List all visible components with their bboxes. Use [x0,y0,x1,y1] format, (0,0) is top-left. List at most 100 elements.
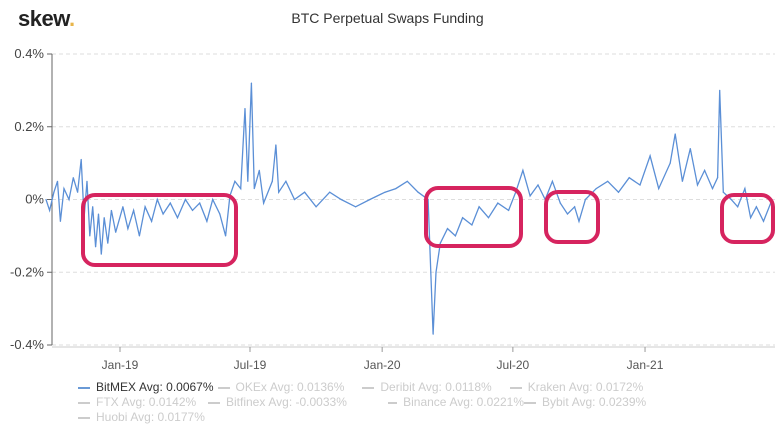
data-point [100,253,102,255]
data-point [92,206,94,208]
legend-item-bitmex[interactable]: BitMEX Avg: 0.0067% [78,380,214,395]
legend-name: FTX [96,395,119,409]
data-point [522,169,524,171]
data-point [162,213,164,215]
data-point [595,187,597,190]
data-point [206,220,208,222]
data-point [574,206,576,208]
data-point [722,191,724,193]
y-tick-label: 0.2% [14,119,44,134]
data-point [649,155,651,157]
data-point [138,235,140,237]
data-point [45,198,47,201]
funding-chart: 0.4% 0.2% 0% -0.2% -0.4% Jan-19 Jul-19 Jan-20 Ju… [10,46,775,372]
data-point [184,198,186,201]
x-tick-label: Jan-20 [364,358,401,372]
data-point [406,180,408,182]
data-point [369,198,371,201]
data-point [744,187,746,190]
data-point [212,198,214,201]
x-tick-label: Jan-19 [102,358,139,372]
legend-avg: Avg: 0.0221% [449,395,524,409]
data-point [674,133,676,135]
data-point [551,180,553,182]
highlight-box [424,186,523,248]
highlight-box [544,190,600,244]
data-point [122,206,124,208]
legend-swatch [78,386,90,389]
legend: BitMEX Avg: 0.0067% OKEx Avg: 0.0136% Deri… [78,380,646,425]
data-point [716,177,719,179]
data-point [737,206,739,208]
x-tick-label: Jul-20 [497,358,530,372]
legend-swatch [362,386,375,389]
data-point [151,220,153,222]
data-point [607,180,609,182]
data-point [497,202,499,204]
data-point [176,217,179,219]
data-point [730,198,732,201]
legend-swatch [509,386,522,389]
data-point [584,198,587,201]
data-point [315,206,317,208]
legend-item-bitfinex[interactable]: Bitfinex Avg: -0.0033% [208,395,388,410]
legend-avg: Avg: 0.0177% [130,410,205,424]
chart-title: BTC Perpetual Swaps Funding [291,10,484,26]
data-point [278,191,280,193]
data-point [199,202,201,204]
data-point [384,191,386,193]
legend-name: BitMEX [96,380,137,394]
data-point [461,217,464,219]
data-point [439,242,441,244]
data-point [303,191,306,193]
legend-item-okex[interactable]: OKEx Avg: 0.0136% [217,380,345,395]
data-point [478,206,480,208]
data-point [669,162,671,164]
x-tick-label: Jan-21 [627,358,664,372]
legend-name: Bitfinex [226,395,266,409]
legend-swatch [524,401,536,404]
data-point [537,184,539,186]
data-point [68,198,70,201]
data-point [234,180,236,182]
legend-item-huobi[interactable]: Huobi Avg: 0.0177% [78,410,205,425]
data-point [762,220,765,222]
data-point [639,184,641,186]
legend-name: Kraken [527,380,566,394]
data-point [354,206,357,208]
legend-item-bybit[interactable]: Bybit Avg: 0.0239% [524,395,646,410]
y-tick-label: -0.2% [10,264,44,279]
data-point [578,220,580,222]
data-point [487,217,490,219]
series-line-bitmex [45,83,775,335]
data-point [329,191,331,193]
data-point [658,187,660,190]
data-point [681,180,683,182]
data-point [507,209,510,212]
legend-avg: Avg: 0.0136% [269,380,345,394]
data-point [247,180,249,182]
legend-item-deribit[interactable]: Deribit Avg: 0.0118% [362,380,492,395]
legend-name: Bybit [542,395,569,409]
legend-item-kraken[interactable]: Kraken Avg: 0.0172% [509,380,643,395]
legend-item-binance[interactable]: Binance Avg: 0.0221% [388,395,524,410]
data-point [191,209,194,212]
data-point [446,228,449,230]
legend-item-ftx[interactable]: FTX Avg: 0.0142% [78,395,208,410]
data-point [258,169,260,171]
data-point [696,184,699,186]
data-point [240,187,242,190]
data-point [628,177,630,179]
data-point [435,271,437,273]
data-point [107,242,109,244]
data-point [86,180,88,182]
data-point [250,82,253,84]
legend-avg: Avg: 0.0118% [418,380,492,394]
data-point [80,158,82,161]
legend-name: Binance [403,395,447,409]
highlight-box [720,193,775,244]
data-point [617,191,620,193]
y-tick-label: 0% [25,192,44,207]
data-point [97,213,100,215]
data-point [689,147,691,150]
